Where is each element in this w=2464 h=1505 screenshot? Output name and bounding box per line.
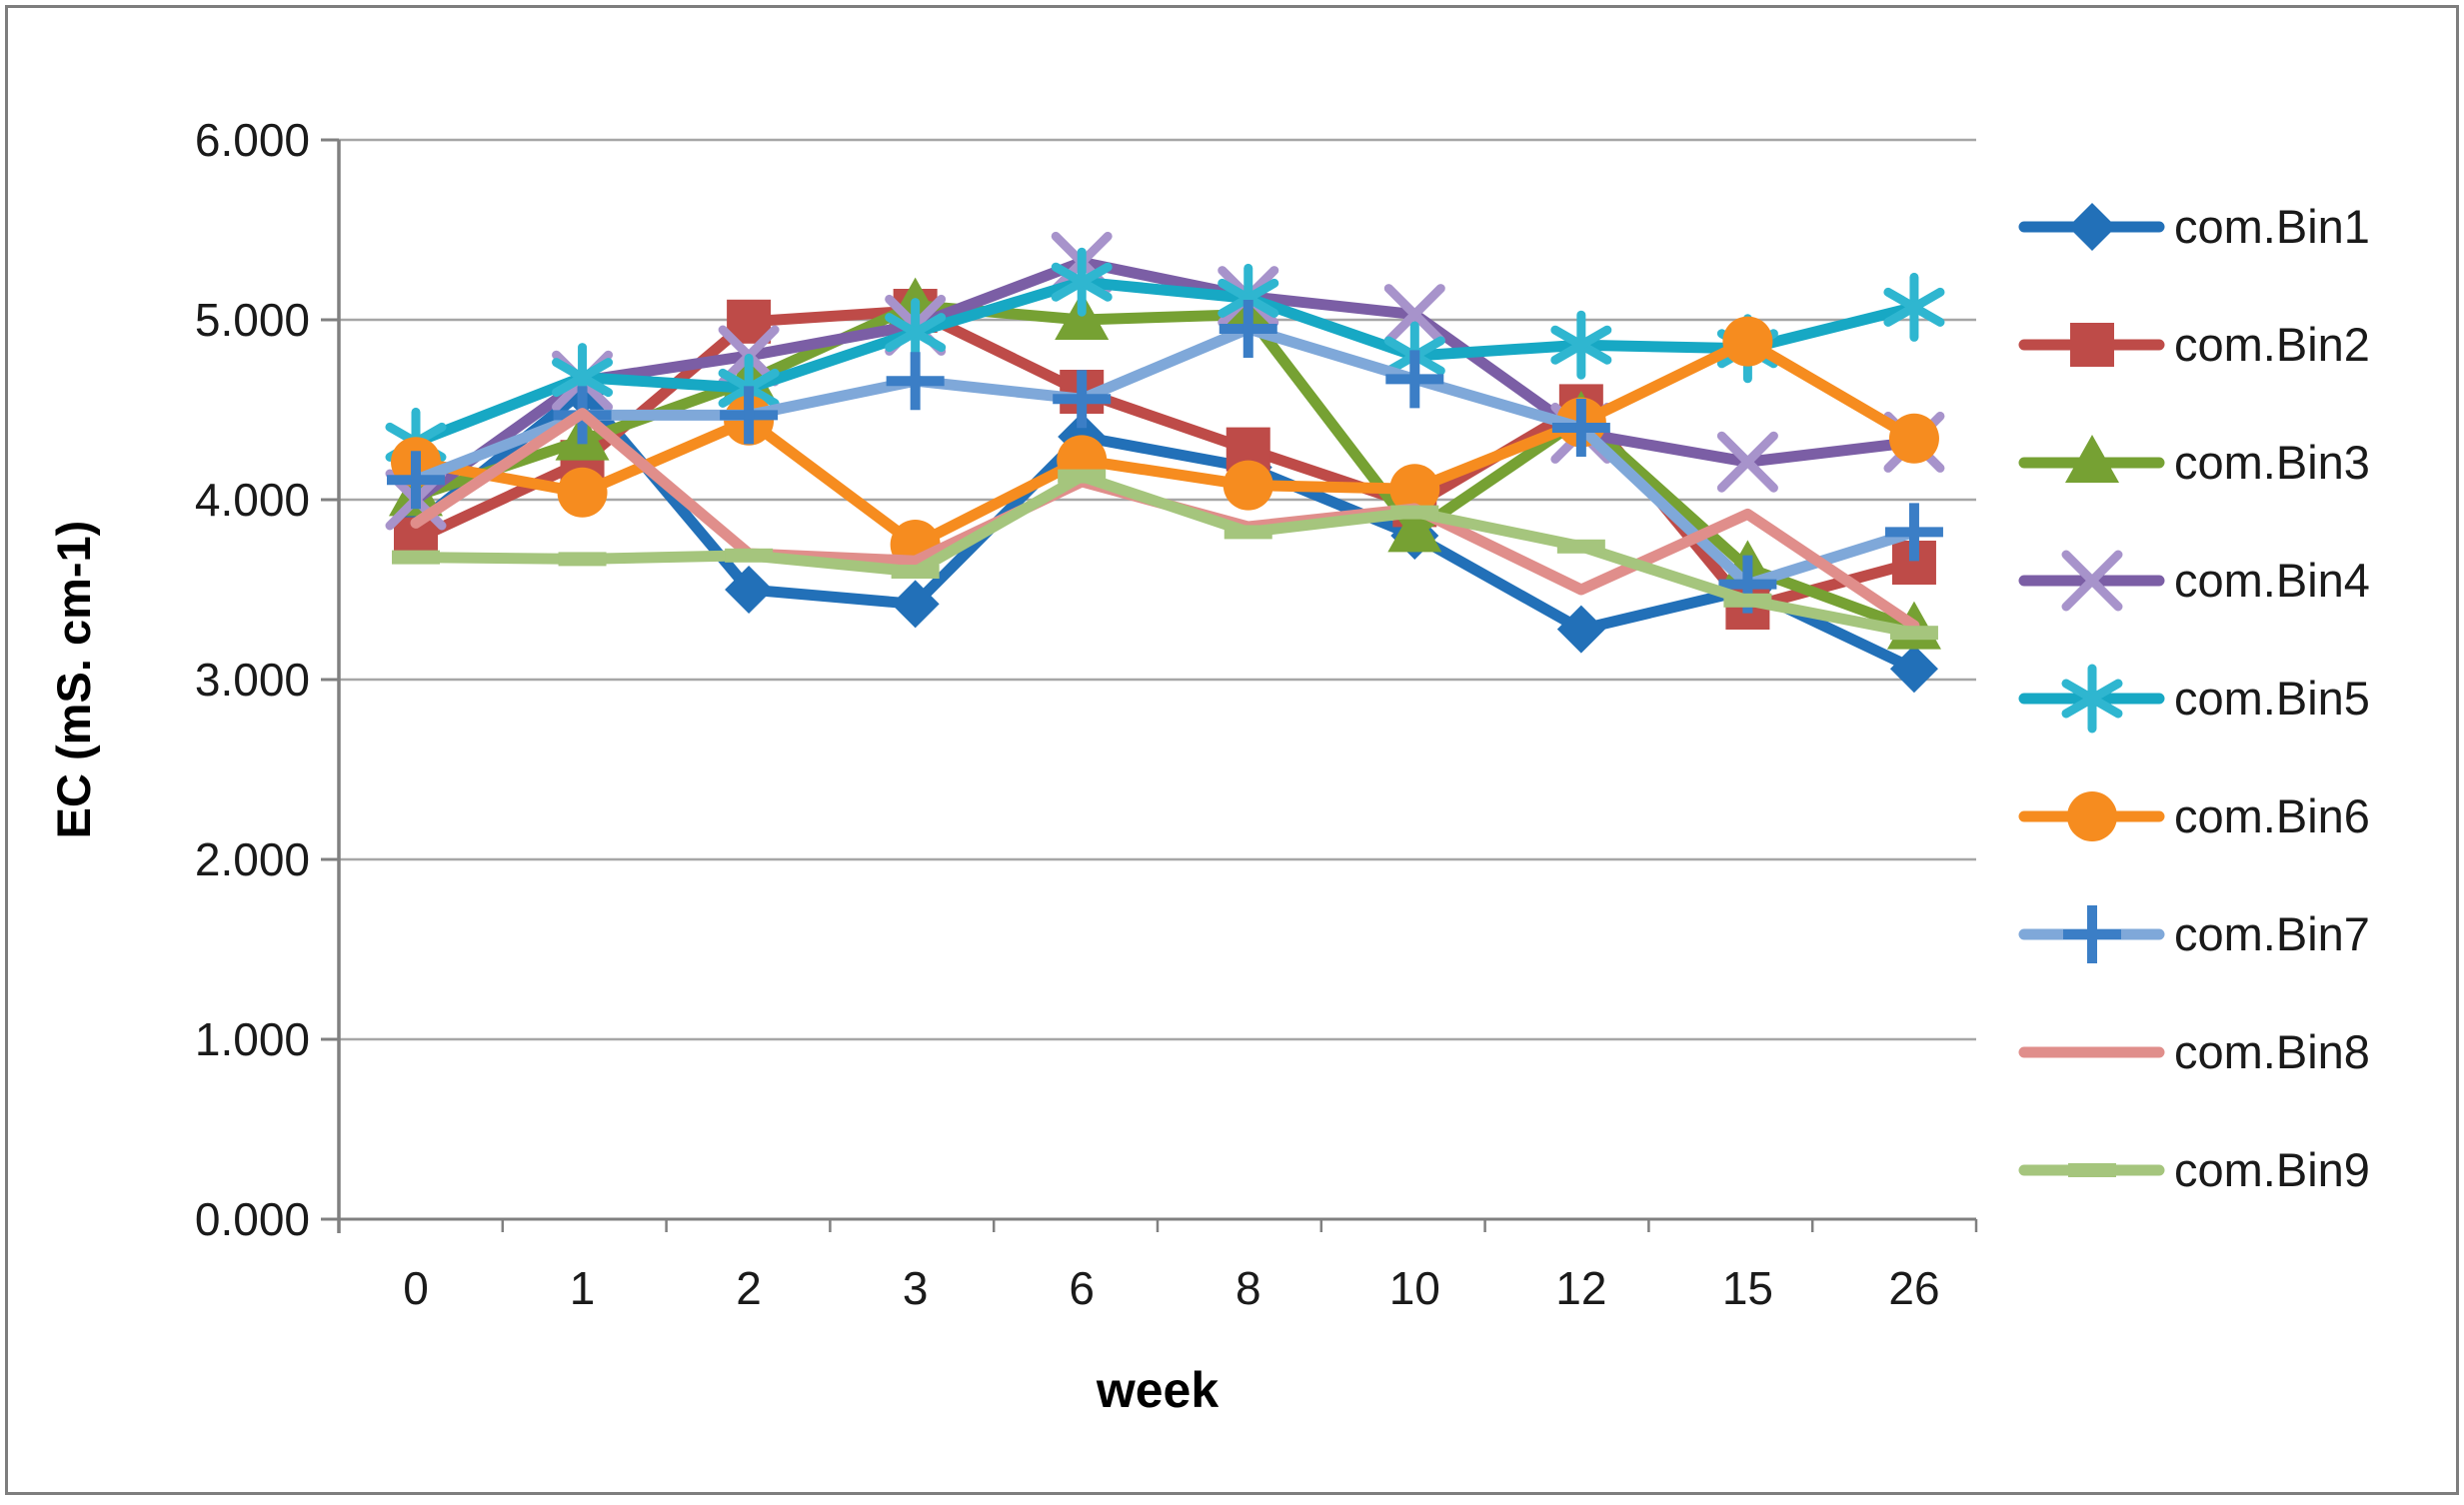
dash-marker-icon <box>1224 525 1272 540</box>
axes <box>321 138 1978 1233</box>
series-line <box>410 336 1920 551</box>
circle-marker-icon <box>1389 464 1440 515</box>
legend-label: com.Bin5 <box>2174 672 2370 725</box>
legend-item-com.Bin4: com.Bin4 <box>2018 550 2370 612</box>
asterisk-marker-icon <box>1883 272 1945 342</box>
legend-item-com.Bin1: com.Bin1 <box>2018 200 2370 253</box>
legend-item-com.Bin5: com.Bin5 <box>2018 664 2370 734</box>
x-tick-label: 3 <box>903 1262 929 1314</box>
plus-marker-icon <box>1053 370 1112 429</box>
legend-item-com.Bin3: com.Bin3 <box>2018 435 2370 489</box>
dash-marker-icon <box>891 565 940 579</box>
asterisk-marker-icon <box>1550 310 1612 380</box>
asterisk-marker-icon <box>2061 664 2123 734</box>
legend-item-com.Bin8: com.Bin8 <box>2018 1025 2370 1078</box>
y-tick-label: 2.000 <box>195 833 310 885</box>
x-marker-icon <box>1383 284 1445 346</box>
plus-marker-icon <box>2063 905 2121 963</box>
legend-item-com.Bin2: com.Bin2 <box>2018 318 2370 371</box>
triangle-marker-icon <box>1387 504 1442 553</box>
plus-marker-icon <box>1385 350 1444 409</box>
circle-marker-icon <box>2067 791 2117 841</box>
plus-marker-icon <box>720 386 779 445</box>
y-tick-label: 5.000 <box>195 294 310 346</box>
legend-label: com.Bin9 <box>2174 1143 2370 1196</box>
y-tick-label: 4.000 <box>195 474 310 526</box>
dash-marker-icon <box>1390 505 1439 520</box>
legend-item-com.Bin9: com.Bin9 <box>2018 1143 2370 1196</box>
dash-marker-icon <box>558 552 607 567</box>
series-line <box>410 276 1920 448</box>
y-tick-label: 3.000 <box>195 654 310 706</box>
legend: com.Bin1 com.Bin2 com.Bin3 com.Bin4 com.Bin5… <box>2018 200 2370 1196</box>
x-tick-label: 6 <box>1069 1262 1095 1314</box>
series-line <box>410 471 1920 639</box>
y-tick-label: 0.000 <box>195 1193 310 1245</box>
x-tick-label: 8 <box>1235 1262 1261 1314</box>
circle-marker-icon <box>1722 316 1773 367</box>
legend-label: com.Bin8 <box>2174 1025 2370 1078</box>
series-line <box>410 323 1920 591</box>
diamond-marker-icon <box>891 580 940 629</box>
x-tick-label: 26 <box>1888 1262 1939 1314</box>
series-line <box>410 386 1920 675</box>
circle-marker-icon <box>557 467 608 518</box>
x-tick-label: 10 <box>1389 1262 1440 1314</box>
x-tick-label: 0 <box>403 1262 429 1314</box>
diamond-marker-icon <box>725 566 774 614</box>
dash-marker-icon <box>1723 593 1772 608</box>
legend-label: com.Bin1 <box>2174 200 2370 253</box>
dash-marker-icon <box>1889 626 1938 641</box>
plus-marker-icon <box>1884 503 1943 562</box>
series-com.Bin7 <box>387 300 1943 614</box>
y-axis-title: EC (mS. cm-1) <box>47 521 100 839</box>
diamond-marker-icon <box>1889 645 1938 694</box>
series-com.Bin9 <box>392 469 1938 641</box>
asterisk-marker-icon <box>1051 247 1113 317</box>
y-tick-label: 6.000 <box>195 114 310 166</box>
legend-label: com.Bin3 <box>2174 436 2370 489</box>
dash-marker-icon <box>1556 539 1605 554</box>
dash-marker-icon <box>392 550 440 565</box>
square-marker-icon <box>2070 323 2114 367</box>
legend-item-com.Bin7: com.Bin7 <box>2018 905 2370 963</box>
circle-marker-icon <box>1223 460 1273 511</box>
plus-marker-icon <box>387 451 445 510</box>
series-line <box>410 256 1920 506</box>
image-border <box>5 5 2459 1495</box>
x-tick-label: 12 <box>1555 1262 1606 1314</box>
y-tick-label: 1.000 <box>195 1013 310 1065</box>
plus-marker-icon <box>1551 399 1610 457</box>
legend-label: com.Bin7 <box>2174 907 2370 960</box>
dash-marker-icon <box>725 548 774 563</box>
dash-marker-icon <box>2068 1163 2116 1177</box>
x-marker-icon <box>2061 550 2123 612</box>
x-tick-label: 15 <box>1722 1262 1773 1314</box>
legend-label: com.Bin6 <box>2174 789 2370 842</box>
triangle-marker-icon <box>2065 435 2119 483</box>
x-tick-label: 1 <box>570 1262 596 1314</box>
x-tick-label: 2 <box>736 1262 762 1314</box>
dash-marker-icon <box>1058 469 1107 484</box>
plus-marker-icon <box>886 352 945 411</box>
legend-item-com.Bin6: com.Bin6 <box>2018 789 2370 842</box>
x-axis-title: week <box>1096 1362 1220 1418</box>
legend-label: com.Bin2 <box>2174 318 2370 371</box>
diamond-marker-icon <box>2068 203 2116 251</box>
plus-marker-icon <box>1219 300 1277 358</box>
circle-marker-icon <box>1888 413 1939 464</box>
legend-label: com.Bin4 <box>2174 554 2370 607</box>
diamond-marker-icon <box>1556 605 1605 654</box>
x-marker-icon <box>1716 431 1778 493</box>
